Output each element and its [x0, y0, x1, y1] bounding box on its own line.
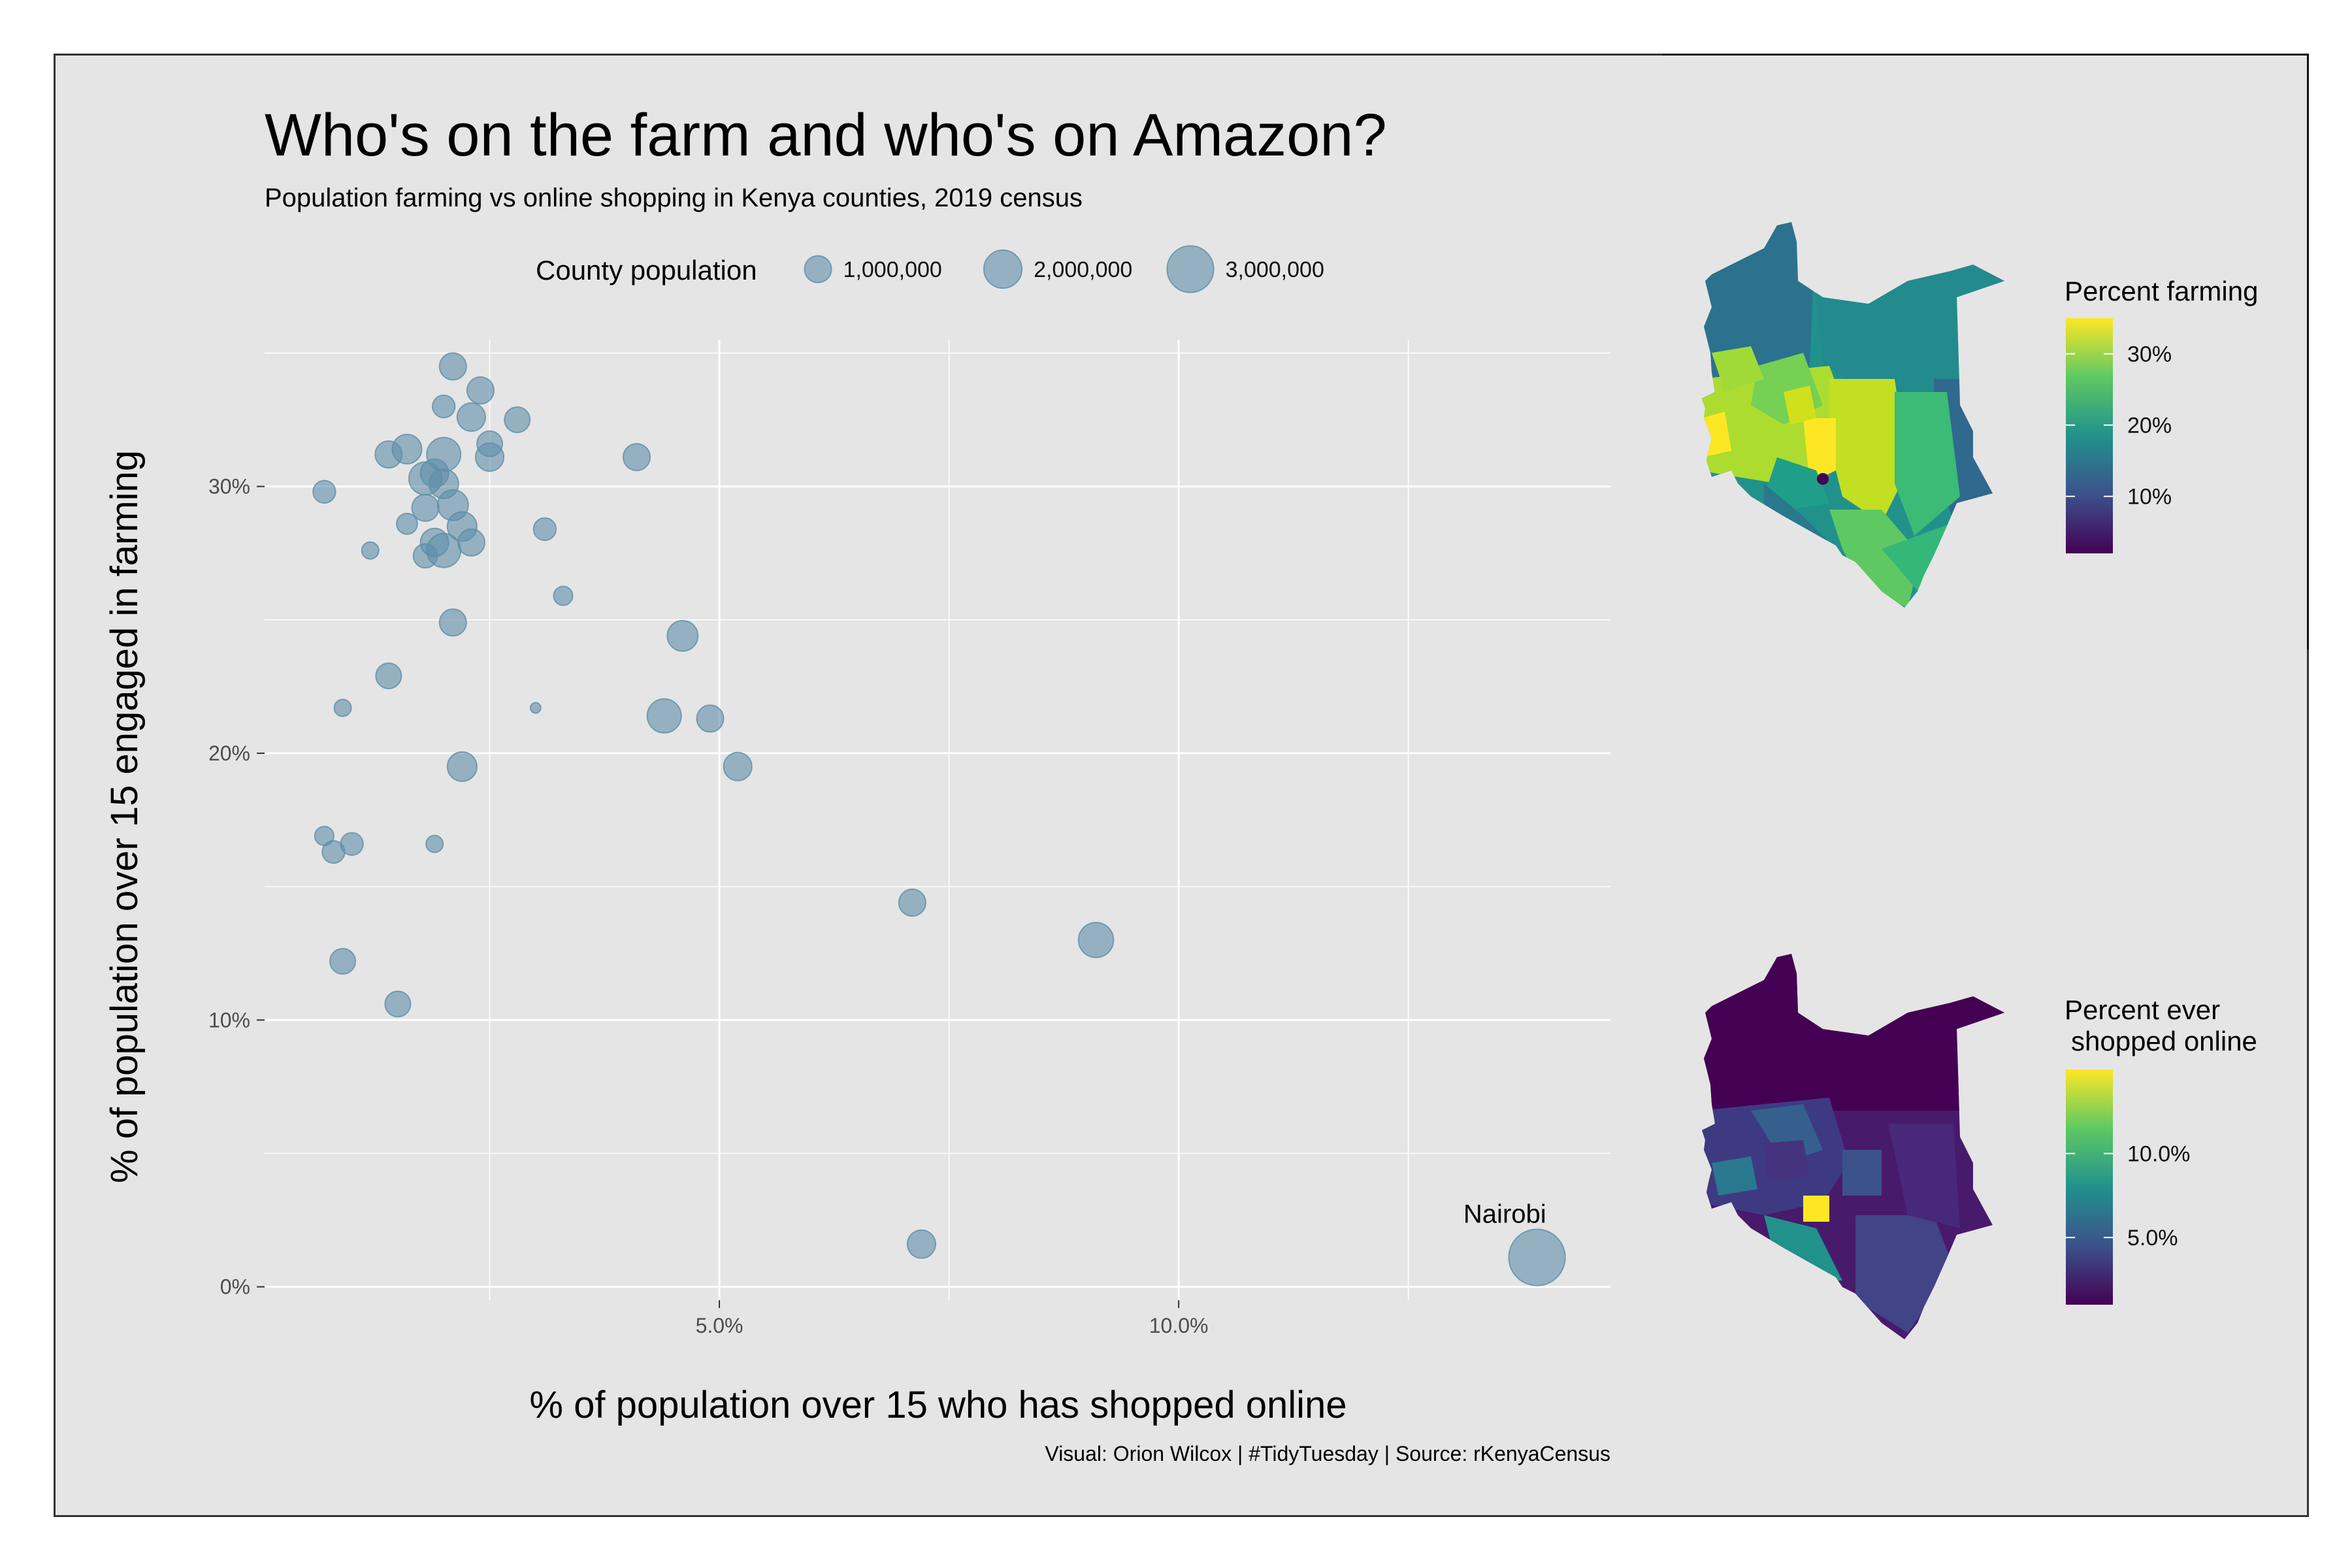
size-legend-key	[1166, 245, 1215, 293]
scatter-point	[361, 541, 380, 560]
scatter-points	[312, 352, 1566, 1286]
size-legend-key	[804, 255, 832, 284]
scatter-point	[321, 840, 346, 864]
scatter-point	[532, 517, 557, 542]
scatter-point	[666, 619, 699, 652]
map-online-legend-title-1: Percent ever	[2065, 994, 2220, 1025]
scatter-point	[329, 947, 357, 975]
scatter-point	[474, 442, 505, 472]
x-axis-title: % of population over 15 who has shopped …	[529, 1384, 1347, 1426]
scatter-point	[438, 352, 467, 381]
scatter-point	[553, 585, 574, 606]
kenya-map-online	[1702, 954, 2004, 1339]
scatter-point	[456, 402, 486, 432]
map-farming-colorbar	[2066, 318, 2113, 553]
map-percent-online: Percent ever shopped online 10.0% 5.0%	[1702, 954, 2257, 1339]
scatter-point	[457, 528, 485, 557]
scatter-point	[504, 406, 531, 433]
map-online-legend-title-2: shopped online	[2071, 1026, 2257, 1056]
colorbar-tick-label: 5.0%	[2127, 1226, 2178, 1250]
map-farming-legend-title: Percent farming	[2065, 276, 2258, 306]
size-legend-title: County population	[536, 255, 757, 286]
scatter-point	[432, 394, 456, 419]
kenya-map-farming	[1702, 222, 2004, 608]
scatter-point	[622, 443, 651, 472]
colorbar-tick-label: 20%	[2127, 414, 2172, 438]
y-tick-label: 10%	[208, 1008, 250, 1032]
size-legend-label: 1,000,000	[843, 257, 942, 282]
scatter-point	[411, 493, 440, 522]
chart-title: Who's on the farm and who's on Amazon?	[265, 102, 1387, 169]
colorbar-tick-label: 30%	[2127, 342, 2172, 367]
scatter-point	[391, 433, 423, 465]
colorbar-tick-label: 10.0%	[2127, 1142, 2190, 1167]
x-tick-label: 10.0%	[1149, 1314, 1209, 1337]
scatter-point	[425, 834, 444, 853]
scatter-point	[646, 698, 682, 734]
size-legend-label: 3,000,000	[1226, 257, 1324, 282]
annotations: Nairobi	[1463, 1200, 1546, 1229]
size-legend-label: 2,000,000	[1034, 257, 1132, 282]
scatter-point	[446, 751, 478, 782]
scatter-point	[529, 702, 542, 714]
x-tick-label: 5.0%	[696, 1314, 743, 1337]
scatter-point	[1077, 921, 1115, 958]
scatter-point	[438, 608, 467, 637]
size-legend-key	[983, 249, 1023, 289]
scatter-point	[906, 1229, 936, 1259]
scatter-point	[396, 512, 418, 535]
size-legend: County population 1,000,000 2,000,000 3,00…	[536, 245, 1324, 293]
y-axis-title: % of population over 15 engaged in farmi…	[103, 450, 146, 1183]
scatter-point	[312, 480, 336, 504]
map-online-colorbar	[2066, 1070, 2113, 1305]
y-tick-label: 0%	[220, 1275, 250, 1299]
colorbar-tick-label: 10%	[2127, 485, 2172, 510]
map-percent-farming: Percent farming 30% 20% 10%	[1702, 222, 2258, 608]
caption: Visual: Orion Wilcox | #TidyTuesday | So…	[1045, 1442, 1610, 1465]
chart-subtitle: Population farming vs online shopping in…	[265, 184, 1083, 212]
y-tick-label: 30%	[208, 475, 250, 498]
plot-grid	[265, 340, 1610, 1300]
scatter-point	[696, 704, 725, 733]
scatter-point	[384, 990, 412, 1018]
annotation-label: Nairobi	[1463, 1200, 1546, 1229]
y-tick-label: 20%	[208, 742, 250, 765]
axis-ticks: 5.0% 10.0% 0% 10% 20% 30%	[208, 475, 1209, 1337]
scatter-point	[333, 698, 352, 717]
scatter-point	[898, 889, 926, 917]
scatter-point	[466, 376, 495, 405]
scatter-point	[412, 543, 438, 569]
scatter-point	[375, 662, 402, 689]
scatter-point	[1508, 1228, 1566, 1286]
scatter-point	[723, 751, 753, 781]
